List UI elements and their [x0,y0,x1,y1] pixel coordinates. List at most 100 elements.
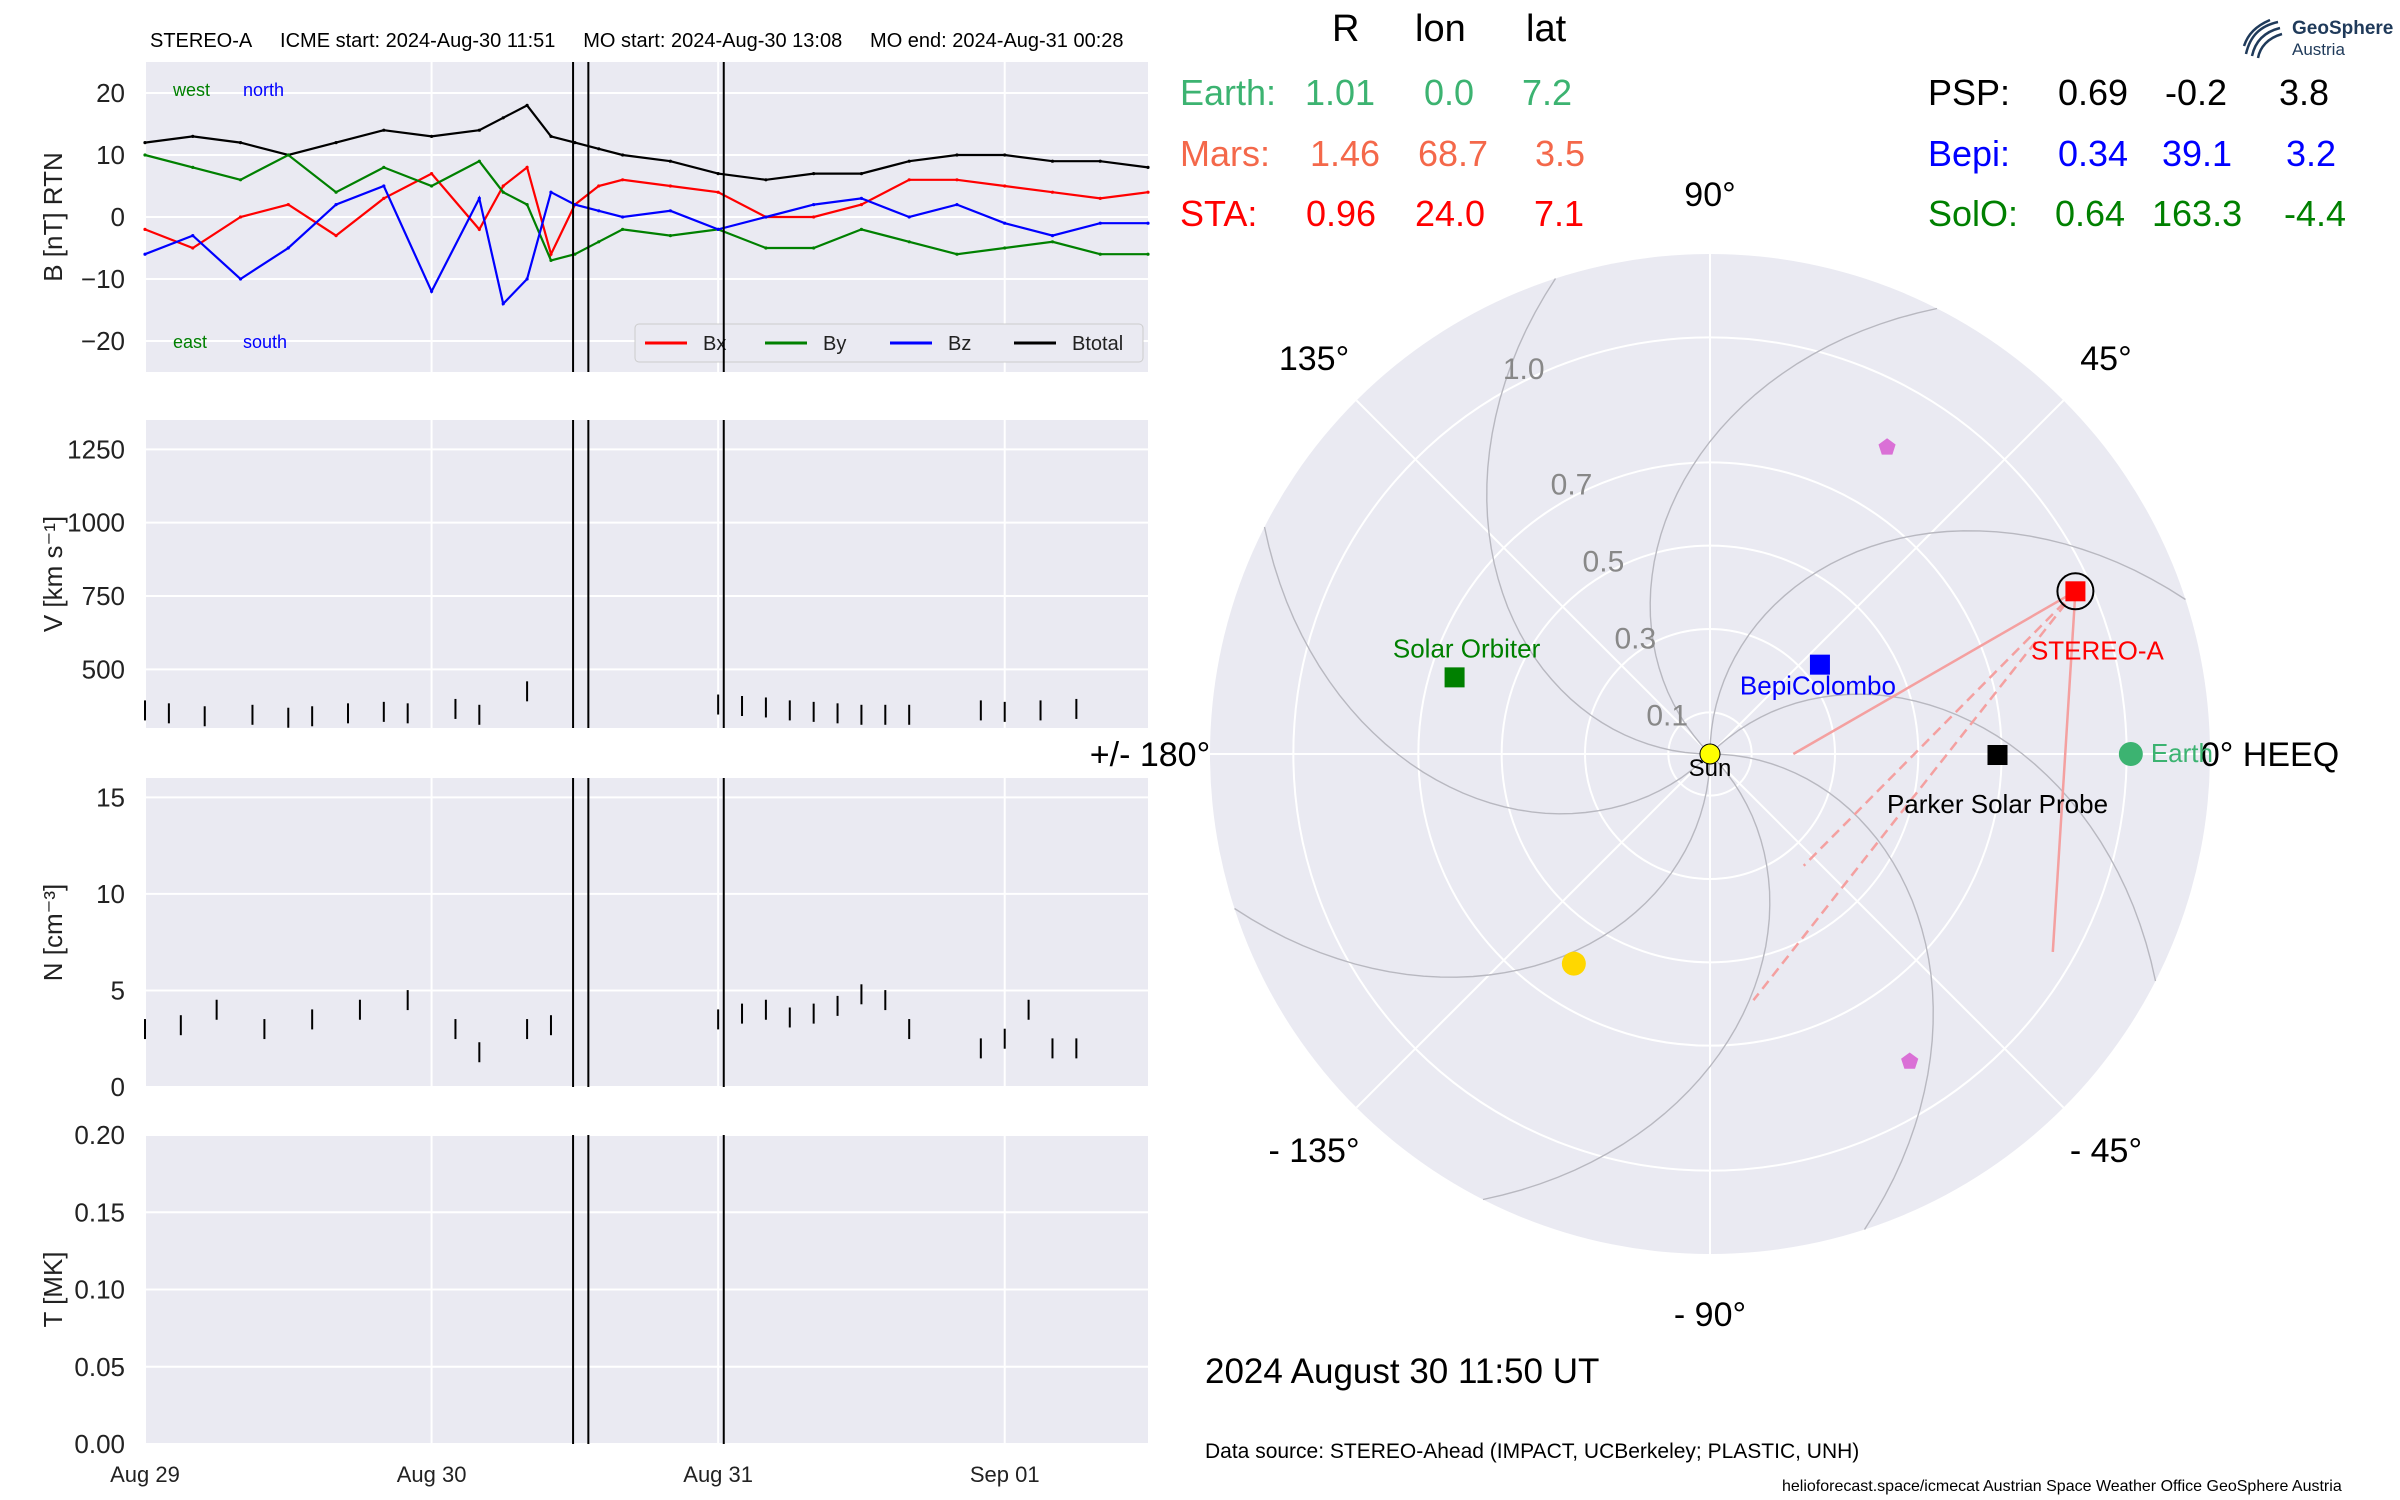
row-earth-r: 1.01 [1305,72,1376,113]
stereo-a-marker [2065,581,2086,602]
annotation-north: north [243,80,284,100]
point-btotal [597,147,601,151]
label-stereo-a: STEREO-A [2031,635,2165,665]
y-axis-label: V [km s⁻¹] [38,516,68,632]
earth-marker [2118,742,2143,766]
y-tick-label: 0.10 [74,1275,125,1305]
point-by [859,227,864,231]
point-btotal [668,159,672,163]
point-bx [501,184,505,188]
row-mars-lon: 68.7 [1418,133,1489,174]
row-bepi-name: Bepi: [1928,133,2011,174]
logo-name: GeoSphere [2292,18,2394,39]
row-psp-lat: 3.8 [2279,72,2330,113]
point-by [812,246,816,250]
point-btotal [1146,165,1150,169]
point-by [621,227,625,231]
point-bz [955,203,959,207]
body-marker [1901,1052,1919,1069]
point-bz [1146,221,1150,225]
timeseries-panels: 20 10 0 −10 −20 B [nT] RTN west north east south B… [38,62,1150,1487]
point-by [501,190,505,194]
plot-date: 2024 August 30 11:50 UT [1205,1352,1600,1391]
label-parker-solar-probe: Parker Solar Probe [1887,789,2108,819]
point-bz [549,190,553,194]
polar-position-plot: 0.1 0.3 0.5 0.7 1.0 0° HEEQ 45° 90° 135° +/- 180°… [1090,176,2339,1334]
point-bx [716,190,720,194]
body-marker [1878,438,1896,455]
point-btotal [859,172,864,176]
y-tick-label: −10 [81,264,125,294]
angle-label: 135° [1279,340,1349,378]
angle-label: 45° [2080,340,2131,378]
point-bx [334,234,338,238]
parker-spiral [1263,526,1711,815]
row-sta-lat: 7.1 [1534,193,1585,234]
point-bz [812,203,816,207]
parker-spiral [1234,753,1711,978]
header-mo-end: MO end: 2024-Aug-31 00:28 [870,30,1124,52]
y-tick-label: 1000 [67,508,125,538]
stereo-header: STEREO-A ICME start: 2024-Aug-30 11:51 M… [150,30,1124,53]
point-btotal [501,116,505,120]
sta-field-line [1802,590,2077,867]
point-bz [621,215,625,219]
angle-gridline [1709,399,2065,755]
angle-label: 0° HEEQ [2201,736,2339,774]
geosphere-logo: GeoSphere Austria [2240,14,2394,64]
panel-background [145,420,1148,728]
parker-spiral [1649,307,1938,755]
point-bz [1098,221,1102,225]
y-tick-label: 500 [82,654,125,684]
point-by [549,258,553,262]
point-bz [859,196,864,200]
parker-spiral [1709,693,2157,982]
row-bepi-r: 0.34 [2058,133,2129,174]
point-bz [286,246,290,250]
radial-tick-label: 0.7 [1551,469,1593,502]
panel-2: 1250 1000 750 500 V [km s⁻¹] [38,420,1148,728]
geosphere-logo-icon [2242,18,2283,59]
sun-marker [1699,743,1721,765]
annotation-west: west [172,80,210,100]
legend-label-bz: Bz [948,333,971,355]
angle-gridline [1709,753,2065,1109]
y-tick-label: 0.15 [74,1197,125,1227]
angle-label: 90° [1684,176,1735,214]
legend-label-btotal: Btotal [1072,333,1123,355]
annotation-east: east [173,332,207,352]
point-bx [549,252,553,256]
point-bz [907,215,911,219]
point-bx [286,203,290,207]
radial-tick-label: 0.1 [1646,700,1688,733]
sta-field-line [1752,590,2077,1001]
point-bz [238,277,243,281]
y-tick-label: 10 [96,879,125,909]
point-btotal [334,141,338,145]
row-sta-name: STA: [1180,193,1258,234]
row-earth-name: Earth: [1180,72,1277,113]
point-by [764,246,768,250]
row-earth-lon: 0.0 [1424,72,1475,113]
angle-gridline [1355,753,1711,1109]
y-tick-label: 20 [96,78,125,108]
point-bx [429,172,434,176]
point-bx [812,215,816,219]
point-bz [191,234,195,238]
point-by [286,153,290,157]
point-bz [525,277,529,281]
row-mars-r: 1.46 [1310,133,1381,174]
y-tick-label: 0 [111,202,125,232]
point-bx [1003,184,1007,188]
point-bz [1050,234,1055,238]
panel-1: 20 10 0 −10 −20 B [nT] RTN west north east south B… [38,62,1150,372]
point-bz [334,203,338,207]
point-by [1050,240,1055,244]
parker-spiral [1709,530,2186,755]
logo-sub: Austria [2292,40,2345,59]
point-by [238,178,243,182]
y-axis-label: T [MK] [38,1251,68,1327]
point-bz [501,302,505,306]
x-tick-label: Sep 01 [970,1462,1040,1487]
